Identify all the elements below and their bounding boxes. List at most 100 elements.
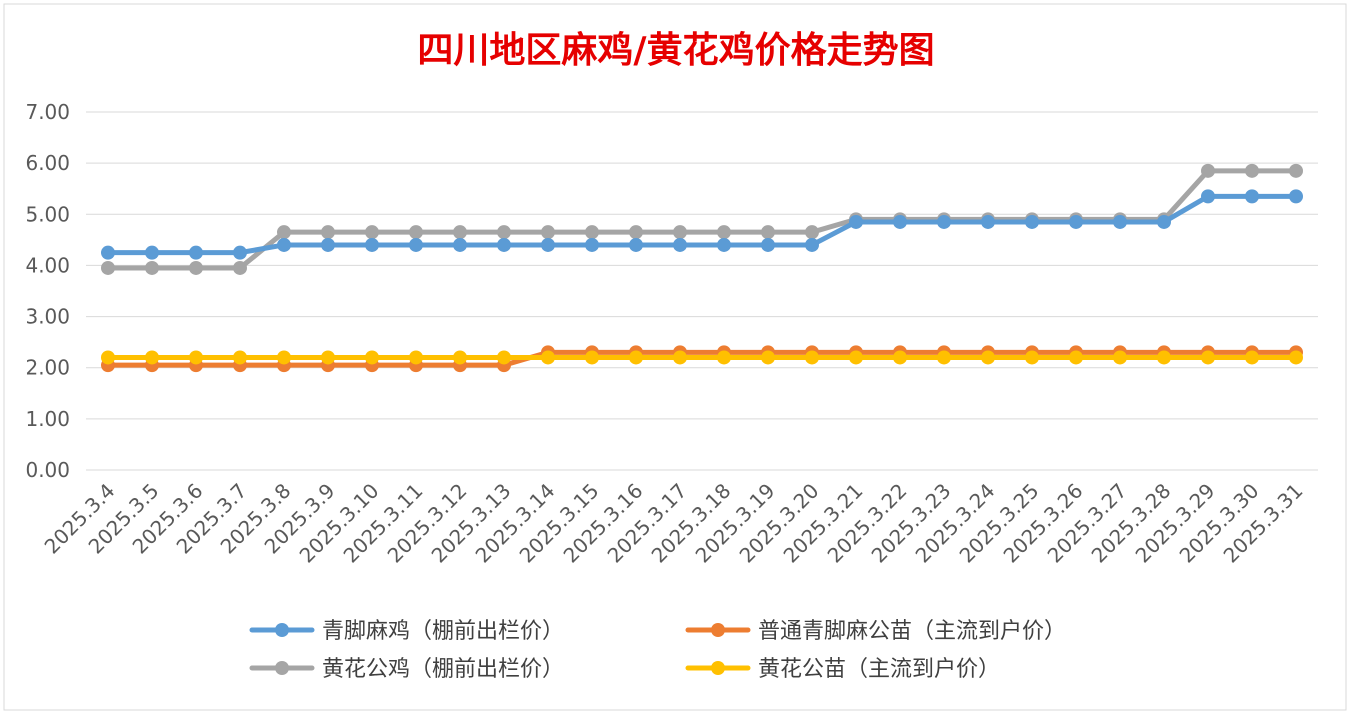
y-tick-label: 5.00 [25, 202, 70, 226]
legend-swatch-marker [275, 623, 289, 637]
data-point [717, 237, 731, 252]
data-point [1245, 350, 1259, 365]
data-point [101, 260, 115, 275]
legend-swatch-marker [711, 661, 725, 675]
data-point [585, 237, 599, 252]
data-point [1069, 214, 1083, 229]
data-point [1157, 214, 1171, 229]
data-point [1245, 163, 1259, 178]
data-point [893, 214, 907, 229]
data-point [277, 237, 291, 252]
legend-item: 黄花公鸡（棚前出栏价） [249, 657, 564, 682]
legend-item: 黄花公苗（主流到户价） [685, 657, 1000, 682]
data-point [717, 225, 731, 240]
data-point [1201, 189, 1215, 204]
data-point [233, 245, 247, 260]
y-tick-label: 1.00 [25, 407, 70, 431]
data-point [145, 245, 159, 260]
data-point [409, 225, 423, 240]
data-point [673, 237, 687, 252]
data-point [585, 225, 599, 240]
data-point [1201, 163, 1215, 178]
data-point [541, 350, 555, 365]
y-tick-label: 6.00 [25, 151, 70, 175]
series-line [105, 168, 1299, 271]
data-point [189, 350, 203, 365]
legend-label: 青脚麻鸡（棚前出栏价） [322, 619, 564, 644]
data-point [1113, 350, 1127, 365]
data-point [541, 225, 555, 240]
data-point [101, 350, 115, 365]
data-point [101, 245, 115, 260]
data-point [233, 350, 247, 365]
data-point [805, 237, 819, 252]
data-point [321, 225, 335, 240]
data-point [1025, 350, 1039, 365]
y-tick-label: 2.00 [25, 356, 70, 380]
data-point [1289, 163, 1303, 178]
data-point [761, 225, 775, 240]
data-point [145, 260, 159, 275]
data-point [849, 214, 863, 229]
data-point [893, 350, 907, 365]
data-point [1113, 214, 1127, 229]
y-tick-label: 0.00 [25, 458, 70, 482]
data-point [629, 225, 643, 240]
data-point [629, 350, 643, 365]
legend-item: 青脚麻鸡（棚前出栏价） [249, 619, 564, 644]
legend-label: 黄花公苗（主流到户价） [758, 657, 1000, 682]
data-point [761, 237, 775, 252]
data-point [541, 237, 555, 252]
legend-label: 普通青脚麻公苗（主流到户价） [758, 619, 1066, 644]
data-point [1245, 189, 1259, 204]
data-point [1289, 350, 1303, 365]
data-point [981, 350, 995, 365]
data-point [145, 350, 159, 365]
data-point [805, 225, 819, 240]
data-point [1069, 350, 1083, 365]
y-tick-label: 4.00 [25, 253, 70, 277]
data-point [321, 350, 335, 365]
data-point [409, 350, 423, 365]
data-point [365, 225, 379, 240]
data-point [1201, 350, 1215, 365]
data-point [497, 237, 511, 252]
legend-item: 普通青脚麻公苗（主流到户价） [685, 619, 1066, 644]
data-point [805, 350, 819, 365]
data-point [277, 225, 291, 240]
series-group [101, 163, 1303, 373]
data-point [717, 350, 731, 365]
data-point [673, 350, 687, 365]
data-point [189, 260, 203, 275]
series-line [105, 193, 1299, 256]
data-point [409, 237, 423, 252]
chart-title: 四川地区麻鸡/黄花鸡价格走势图 [417, 30, 934, 71]
data-point [1157, 350, 1171, 365]
legend: 青脚麻鸡（棚前出栏价） 普通青脚麻公苗（主流到户价） 黄花公鸡（棚前出栏价） 黄花公苗… [249, 619, 1066, 682]
legend-swatch-marker [711, 623, 725, 637]
data-point [365, 237, 379, 252]
data-point [673, 225, 687, 240]
data-point [585, 350, 599, 365]
legend-label: 黄花公鸡（棚前出栏价） [322, 657, 564, 682]
data-point [321, 237, 335, 252]
data-point [453, 225, 467, 240]
y-axis: 0.00 1.00 2.00 3.00 4.00 5.00 6.00 7.00 [25, 100, 70, 482]
data-point [1289, 189, 1303, 204]
data-point [277, 350, 291, 365]
series-line [105, 349, 1299, 368]
y-tick-label: 3.00 [25, 305, 70, 329]
data-point [453, 237, 467, 252]
data-point [937, 350, 951, 365]
data-point [497, 225, 511, 240]
data-point [497, 350, 511, 365]
data-point [937, 214, 951, 229]
data-point [453, 350, 467, 365]
data-point [981, 214, 995, 229]
data-point [849, 350, 863, 365]
data-point [629, 237, 643, 252]
data-point [189, 245, 203, 260]
series-4 [101, 350, 1303, 365]
y-tick-label: 7.00 [25, 100, 70, 124]
